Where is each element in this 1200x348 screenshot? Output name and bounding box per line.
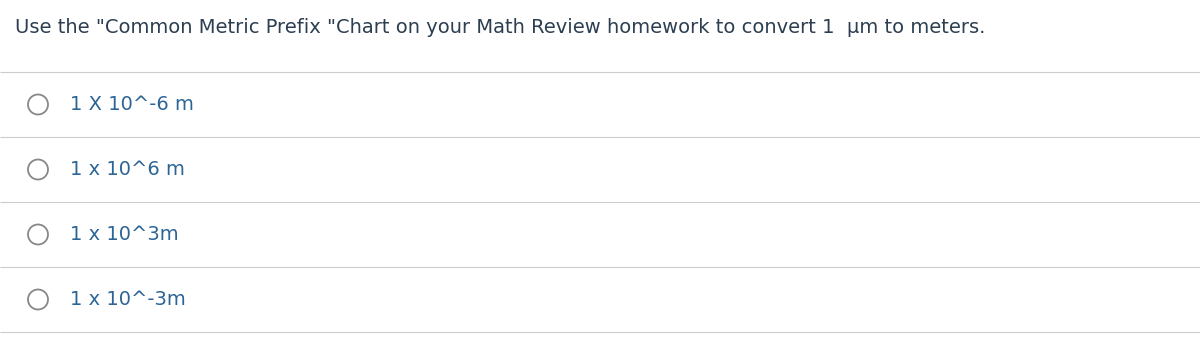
Text: 1 X 10^-6 m: 1 X 10^-6 m [70,95,194,114]
Text: 1 x 10^6 m: 1 x 10^6 m [70,160,185,179]
Text: 1 x 10^-3m: 1 x 10^-3m [70,290,186,309]
Text: 1 x 10^3m: 1 x 10^3m [70,225,179,244]
Text: Use the "Common Metric Prefix "Chart on your Math Review homework to convert 1  : Use the "Common Metric Prefix "Chart on … [14,18,985,37]
